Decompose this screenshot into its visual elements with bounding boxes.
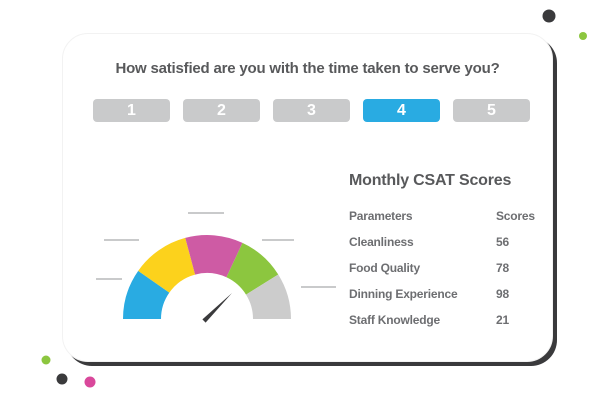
table-row: Dinning Experience 98: [349, 287, 554, 301]
gauge-tick-3: [188, 212, 224, 214]
param-cell: Staff Knowledge: [349, 313, 441, 327]
rating-button-5[interactable]: 5: [453, 99, 530, 122]
param-cell: Dinning Experience: [349, 287, 458, 301]
table-row: Staff Knowledge 21: [349, 313, 554, 327]
gauge-tick-1: [96, 278, 122, 280]
gauge-segment-3: [185, 234, 243, 278]
dot-bottom-left-green-icon: [41, 355, 51, 365]
column-header-scores: Scores: [496, 209, 535, 223]
csat-table-title: Monthly CSAT Scores: [349, 172, 512, 189]
gauge-tick-2: [104, 239, 139, 241]
csat-table-header: Parameters Scores: [349, 209, 554, 223]
csat-gauge: [123, 234, 291, 323]
table-row: Cleanliness 56: [349, 235, 554, 249]
rating-button-3[interactable]: 3: [273, 99, 350, 122]
rating-scale: 1 2 3 4 5: [93, 99, 530, 122]
survey-card: How satisfied are you with the time take…: [62, 33, 553, 362]
param-cell: Cleanliness: [349, 235, 414, 249]
gauge-segment-5: [246, 274, 291, 319]
gauge-needle: [202, 293, 232, 323]
survey-question: How satisfied are you with the time take…: [115, 60, 500, 77]
column-header-parameters: Parameters: [349, 209, 413, 223]
gauge-segment-1: [123, 270, 170, 319]
gauge-segment-4: [226, 242, 279, 295]
rating-button-1[interactable]: 1: [93, 99, 170, 122]
score-cell: 21: [496, 313, 509, 327]
gauge-tick-5: [301, 286, 336, 288]
param-cell: Food Quality: [349, 261, 420, 275]
table-row: Food Quality 78: [349, 261, 554, 275]
score-cell: 56: [496, 235, 509, 249]
rating-button-2[interactable]: 2: [183, 99, 260, 122]
dot-bottom-left-dark-icon: [56, 373, 68, 385]
dot-bottom-left-pink-icon: [84, 376, 96, 388]
score-cell: 78: [496, 261, 509, 275]
dot-top-right-dark-icon: [542, 9, 556, 23]
gauge-tick-4: [262, 239, 294, 241]
score-cell: 98: [496, 287, 509, 301]
gauge-segment-2: [138, 237, 196, 293]
dot-top-right-green-icon: [579, 32, 587, 40]
rating-button-4[interactable]: 4: [363, 99, 440, 122]
csat-table: Monthly CSAT Scores Parameters Scores Cl…: [349, 172, 554, 327]
